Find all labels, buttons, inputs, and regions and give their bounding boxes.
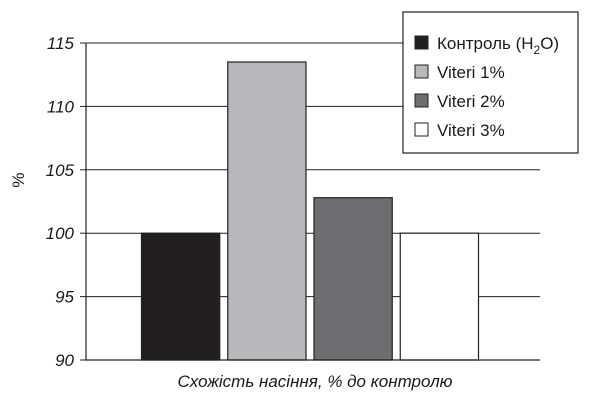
legend-label: Viteri 3% [437, 121, 505, 140]
legend-label-main: Контроль (H [437, 34, 534, 53]
legend-label: Контроль (H2O) [437, 34, 559, 57]
y-tick-label: 100 [46, 224, 75, 243]
y-axis-title: % [9, 172, 28, 187]
legend-label: Viteri 1% [437, 63, 505, 82]
y-tick-label: 110 [47, 97, 75, 116]
axis-layer [85, 43, 540, 361]
legend-swatch [414, 122, 429, 137]
legend-label-tail: O) [540, 34, 559, 53]
bar [399, 232, 480, 361]
legend-label-main: Viteri 1% [437, 63, 505, 82]
legend-items: Контроль (H2O) Viteri 1% Viteri 2% Viteri 3… [414, 34, 559, 140]
legend-label-subscript: 2 [534, 43, 541, 57]
bar [313, 197, 393, 361]
legend-label-main: Viteri 2% [437, 92, 505, 111]
legend-label-main: Viteri 3% [437, 121, 505, 140]
y-tick-label: 90 [55, 351, 74, 370]
bar [227, 61, 307, 361]
legend-label: Viteri 2% [437, 92, 505, 111]
tick-layer: 90 95 100 105 110 115 [46, 34, 86, 370]
y-tick-label: 95 [55, 288, 74, 307]
y-tick-label: 115 [47, 34, 75, 53]
legend-swatch [414, 35, 429, 50]
legend-swatch [414, 64, 429, 79]
bar [140, 232, 221, 361]
x-axis-title: Схожість насіння, % до контролю [178, 372, 453, 391]
legend: Контроль (H2O) Viteri 1% Viteri 2% Viteri 3… [402, 11, 579, 154]
legend-box [402, 11, 579, 154]
bar-layer [140, 61, 480, 361]
legend-swatch [414, 93, 429, 108]
y-tick-label: 105 [46, 161, 75, 180]
